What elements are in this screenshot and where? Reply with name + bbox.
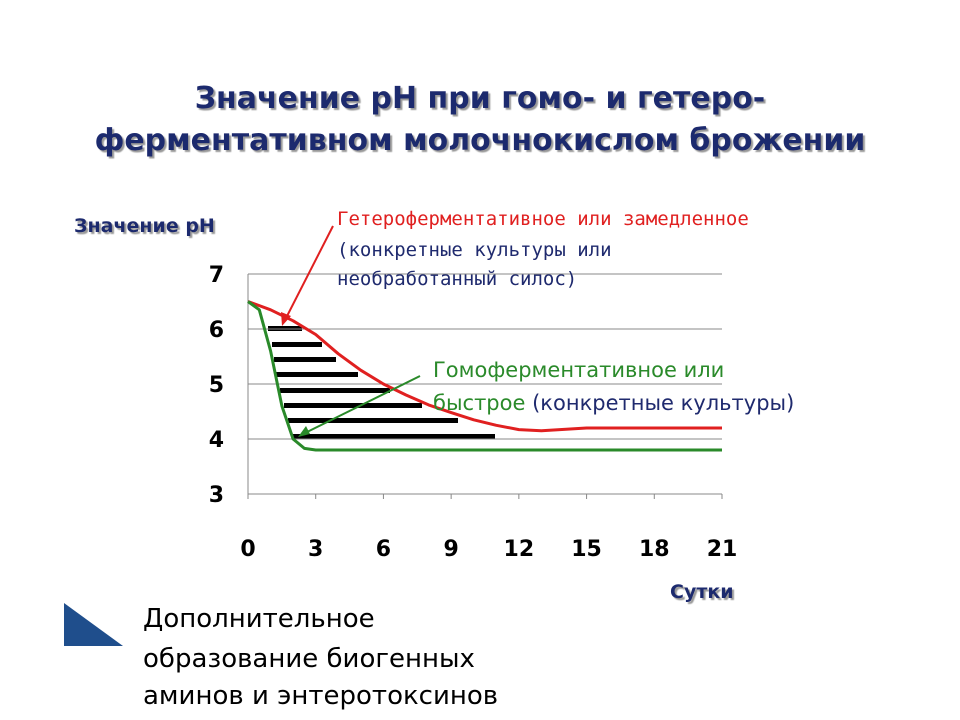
x-tick-label: 0 [240,537,255,562]
y-tick-label: 6 [209,318,224,343]
y-tick-label: 3 [209,483,224,508]
y-tick-label: 5 [209,373,224,398]
footnote: Дополнительное [143,604,375,634]
annotation: Гетероферментативное или замедленное [337,208,749,230]
annotation-line: быстрое (конкретные культуры) [433,391,794,415]
x-tick-label: 18 [639,537,670,562]
arrow-head [298,426,310,437]
x-tick-label: 6 [376,537,391,562]
line-series [247,300,722,433]
bullet [64,603,123,646]
title-line: Значение pH при гомо- и гетеро- [195,81,766,116]
plot [247,273,723,499]
arrow-head [281,312,291,326]
y-tick-label: 7 [209,263,224,288]
x-axis-label: Сутки [670,581,734,603]
x-tick-label: 15 [571,537,602,562]
arrow [302,375,421,435]
hatch-bar [280,388,390,393]
line-series [247,300,722,452]
annotation: Гомоферментативное или [433,358,724,382]
annotation: (конкретные культуры) [532,391,794,415]
x-tick-label: 9 [443,537,458,562]
x-tick-label: 21 [707,537,738,562]
hatch-bar [274,357,336,362]
hatch-bar [292,434,495,439]
x-tick-label: 3 [308,537,323,562]
annotation: необработанный силос) [337,268,577,290]
y-axis-label: Значение pH [74,215,215,237]
title-line: ферментативном молочнокислом брожении [95,123,866,158]
arrow [283,225,334,323]
hatch-bar [276,372,358,377]
annotation: быстрое [433,391,525,415]
hatch-bar [284,403,422,408]
y-tick-label: 4 [209,428,224,453]
footnote: образование биогенных [143,644,475,674]
hatch-bar [272,342,322,347]
annotation: (конкретные культуры или [337,239,612,261]
footnote: аминов и энтеротоксинов [143,681,498,711]
x-tick-label: 12 [504,537,535,562]
hatch-bar [288,418,458,423]
